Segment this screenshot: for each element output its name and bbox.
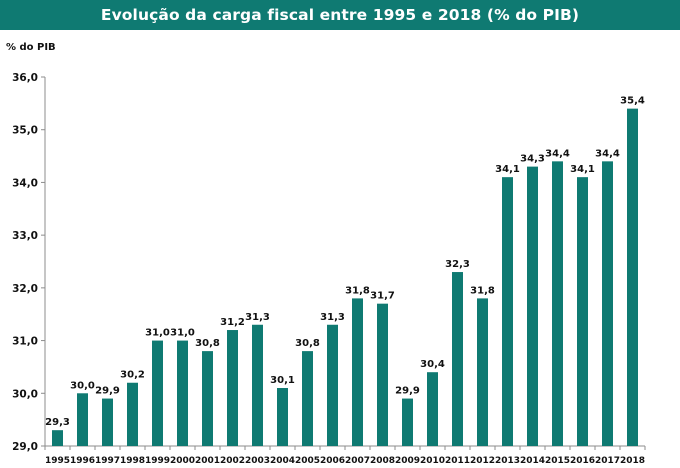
- bar-2010: [427, 372, 438, 446]
- x-tick-label-2013: 2013: [495, 456, 520, 466]
- y-tick-label: 30,0: [12, 388, 38, 400]
- data-label-2001: 30,8: [195, 338, 220, 349]
- x-tick-label-2018: 2018: [620, 456, 645, 466]
- data-label-2011: 32,3: [445, 259, 470, 270]
- data-label-2008: 31,7: [370, 291, 395, 302]
- x-tick-label-2017: 2017: [595, 456, 620, 466]
- data-label-1995: 29,3: [45, 417, 70, 428]
- data-label-1997: 29,9: [95, 386, 120, 397]
- bar-2013: [502, 177, 513, 446]
- x-tick-label-2014: 2014: [520, 456, 545, 466]
- x-tick-label-2004: 2004: [270, 456, 295, 466]
- data-label-2017: 34,4: [595, 148, 620, 159]
- x-tick-label-2012: 2012: [470, 456, 495, 466]
- x-tick-label-2010: 2010: [420, 456, 445, 466]
- data-label-2007: 31,8: [345, 285, 370, 296]
- data-label-1996: 30,0: [70, 380, 95, 391]
- x-tick-label-1996: 1996: [70, 456, 95, 466]
- x-tick-label-2000: 2000: [170, 456, 195, 466]
- x-tick-label-2008: 2008: [370, 456, 395, 466]
- bar-2012: [477, 298, 488, 446]
- bar-2000: [177, 340, 188, 446]
- data-label-2010: 30,4: [420, 359, 445, 370]
- bar-1999: [152, 340, 163, 446]
- bar-1995: [52, 430, 63, 446]
- x-tick-label-1995: 1995: [45, 456, 70, 466]
- y-tick-labels: 29,0 30,0 31,0 32,0 33,0 34,0 35,0 36,0: [12, 72, 45, 453]
- data-label-2009: 29,9: [395, 386, 420, 397]
- bar-2011: [452, 272, 463, 446]
- x-tick-label-2011: 2011: [445, 456, 470, 466]
- y-tick-label: 36,0: [12, 72, 38, 84]
- data-label-1999: 31,0: [145, 328, 170, 339]
- x-tick-label-2016: 2016: [570, 456, 595, 466]
- x-tick-label-2009: 2009: [395, 456, 420, 466]
- data-label-2002: 31,2: [220, 317, 245, 328]
- y-tick-label: 33,0: [12, 230, 38, 242]
- bar-2017: [602, 161, 613, 447]
- data-label-2013: 34,1: [495, 164, 520, 175]
- bar-2016: [577, 177, 588, 446]
- data-label-2014: 34,3: [520, 154, 545, 165]
- bar-2018: [627, 108, 638, 446]
- data-label-2012: 31,8: [470, 285, 495, 296]
- data-label-2000: 31,0: [170, 328, 195, 339]
- data-label-2018: 35,4: [620, 96, 645, 107]
- data-label-2003: 31,3: [245, 312, 270, 323]
- bar-2009: [402, 398, 413, 446]
- x-tick-label-2003: 2003: [245, 456, 270, 466]
- x-tick-label-1998: 1998: [120, 456, 145, 466]
- chart-title: Evolução da carga fiscal entre 1995 e 20…: [0, 0, 680, 30]
- x-tick-label-1999: 1999: [145, 456, 170, 466]
- data-label-2015: 34,4: [545, 148, 570, 159]
- y-axis-unit-label: % do PIB: [6, 42, 56, 53]
- y-tick-label: 34,0: [12, 177, 38, 189]
- bar-2008: [377, 303, 388, 446]
- bar-2015: [552, 161, 563, 447]
- bar-2005: [302, 351, 313, 446]
- y-tick-label: 29,0: [12, 441, 38, 453]
- bar-2006: [327, 324, 338, 446]
- bar-2007: [352, 298, 363, 446]
- data-label-2016: 34,1: [570, 164, 595, 175]
- data-label-2004: 30,1: [270, 375, 295, 386]
- y-tick-label: 35,0: [12, 125, 38, 137]
- data-labels: 29,330,0 29,930,231,0 31,030,831,2 31,330,1…: [45, 96, 645, 429]
- x-tick-label-2015: 2015: [545, 456, 570, 466]
- data-label-1998: 30,2: [120, 370, 145, 381]
- y-tick-label: 32,0: [12, 283, 38, 295]
- bars: [52, 108, 638, 447]
- x-tick-label-2001: 2001: [195, 456, 220, 466]
- bar-1997: [102, 398, 113, 446]
- x-tick-label-2005: 2005: [295, 456, 320, 466]
- data-label-2005: 30,8: [295, 338, 320, 349]
- x-tick-label-2006: 2006: [320, 456, 345, 466]
- x-tick-label-2002: 2002: [220, 456, 245, 466]
- y-tick-label: 31,0: [12, 336, 38, 348]
- bar-2014: [527, 166, 538, 446]
- x-tick-labels: 1995 1996 1997 1998 1999 2000 2001 2002 2003 2004…: [44, 446, 646, 466]
- bar-2004: [277, 388, 288, 446]
- bar-2001: [202, 351, 213, 446]
- data-label-2006: 31,3: [320, 312, 345, 323]
- bar-1996: [77, 393, 88, 446]
- x-tick-label-2007: 2007: [345, 456, 370, 466]
- bar-2002: [227, 330, 238, 446]
- bar-2003: [252, 324, 263, 446]
- x-tick-label-1997: 1997: [95, 456, 120, 466]
- bar-1998: [127, 382, 138, 446]
